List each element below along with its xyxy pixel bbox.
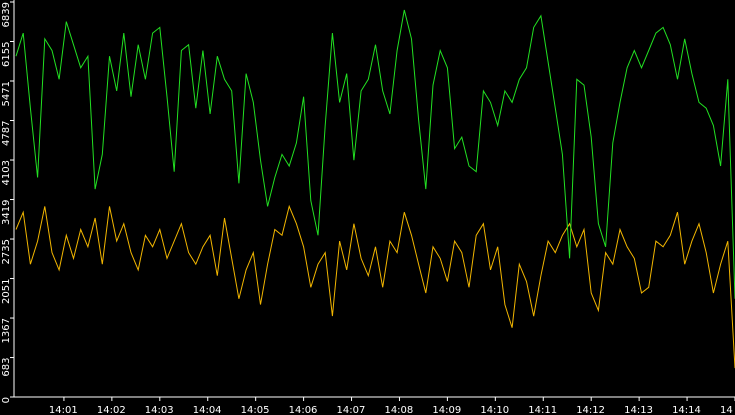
- y-tick-label: 2051: [1, 279, 12, 304]
- y-tick-label: 4787: [1, 121, 12, 146]
- y-tick-label: 4103: [1, 160, 12, 185]
- y-tick-label: 3419: [1, 200, 12, 225]
- x-tick-label: 14:11: [528, 405, 557, 415]
- y-tick-label: 683: [1, 358, 12, 377]
- x-tick-label: 14:08: [384, 405, 413, 415]
- series-line: [15, 204, 735, 369]
- x-tick-label: 14:05: [241, 405, 270, 415]
- y-tick-label: 2735: [1, 239, 12, 264]
- y-tick-label: 6839: [1, 2, 12, 27]
- x-tick-label: 14: [720, 405, 733, 415]
- x-tick-label: 14:09: [432, 405, 461, 415]
- x-tick-label: 14:14: [672, 405, 701, 415]
- x-tick-label: 14:07: [337, 405, 366, 415]
- x-tick-label: 14:03: [145, 405, 174, 415]
- x-tick-label: 14:13: [624, 405, 653, 415]
- y-tick-label: 6155: [1, 42, 12, 67]
- x-tick-label: 14:02: [97, 405, 126, 415]
- y-tick-label: 1367: [1, 318, 12, 343]
- y-tick-label: 0: [1, 397, 12, 403]
- series-line: [15, 9, 735, 299]
- y-tick-label: 5471: [1, 81, 12, 106]
- x-tick-label: 14:01: [49, 405, 78, 415]
- x-tick-label: 14:12: [576, 405, 605, 415]
- x-tick-label: 14:04: [193, 405, 222, 415]
- x-tick-label: 14:06: [289, 405, 318, 415]
- x-tick-label: 14:10: [480, 405, 509, 415]
